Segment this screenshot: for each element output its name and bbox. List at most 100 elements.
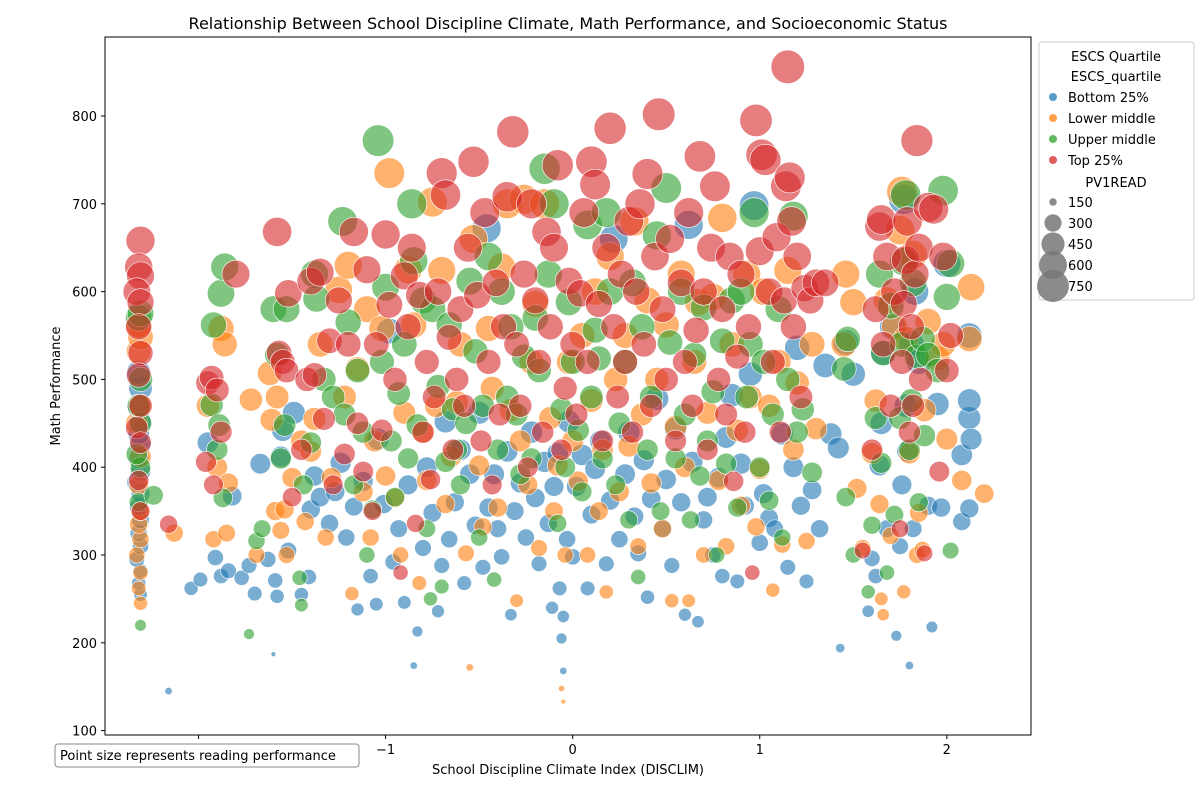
data-point bbox=[337, 528, 356, 547]
data-point bbox=[744, 564, 761, 581]
data-point bbox=[862, 515, 882, 535]
data-point bbox=[262, 216, 293, 247]
data-point bbox=[131, 580, 147, 597]
data-point bbox=[271, 521, 290, 540]
data-point bbox=[768, 420, 792, 444]
data-point bbox=[361, 528, 380, 547]
data-point bbox=[770, 49, 805, 84]
data-point bbox=[631, 158, 664, 190]
data-point bbox=[312, 407, 336, 431]
data-point bbox=[556, 610, 570, 623]
data-point bbox=[200, 311, 227, 339]
data-point bbox=[414, 349, 440, 375]
data-point bbox=[159, 514, 178, 534]
points-layer bbox=[122, 49, 995, 705]
data-point bbox=[779, 559, 796, 576]
data-point bbox=[791, 496, 811, 516]
data-point bbox=[370, 418, 394, 442]
data-point bbox=[672, 349, 698, 375]
legend-size-1: 300 bbox=[1068, 217, 1093, 232]
data-point bbox=[750, 533, 769, 552]
data-point bbox=[559, 666, 568, 675]
data-point bbox=[362, 568, 379, 585]
data-point bbox=[517, 528, 535, 547]
data-point bbox=[526, 349, 552, 375]
data-point bbox=[714, 402, 738, 427]
data-point bbox=[361, 124, 395, 157]
data-point bbox=[959, 498, 980, 519]
data-point bbox=[363, 331, 390, 358]
data-point bbox=[269, 588, 285, 604]
data-point bbox=[233, 569, 250, 586]
data-point bbox=[411, 575, 427, 591]
legend-frame bbox=[1038, 41, 1195, 301]
data-point bbox=[323, 474, 344, 495]
data-point bbox=[457, 544, 475, 562]
data-point bbox=[559, 331, 586, 358]
legend: ESCS Quartile ESCS_quartile Bottom 25% Lowe… bbox=[1037, 41, 1195, 302]
data-point bbox=[640, 589, 655, 605]
data-point bbox=[931, 497, 951, 518]
annotation-frame bbox=[54, 743, 360, 768]
data-point bbox=[333, 443, 356, 465]
data-point bbox=[900, 259, 930, 289]
data-point bbox=[904, 661, 914, 671]
data-point bbox=[957, 388, 982, 413]
data-point bbox=[291, 569, 308, 586]
data-point bbox=[655, 224, 685, 254]
data-point bbox=[933, 283, 961, 311]
data-point bbox=[937, 322, 964, 349]
data-point bbox=[444, 367, 470, 392]
data-point bbox=[909, 492, 929, 513]
legend-size-marker-0 bbox=[1049, 198, 1057, 206]
legend-marker-1 bbox=[1049, 114, 1057, 122]
data-point bbox=[252, 519, 272, 538]
data-point bbox=[889, 349, 915, 375]
legend-entry-3: Top 25% bbox=[1067, 154, 1123, 169]
data-point bbox=[350, 602, 365, 617]
data-point bbox=[890, 290, 918, 318]
data-point bbox=[475, 349, 502, 375]
data-point bbox=[853, 541, 872, 560]
annotation-box: Point size represents reading performanc… bbox=[54, 743, 360, 768]
data-point bbox=[560, 698, 567, 705]
legend-marker-3 bbox=[1049, 156, 1057, 164]
data-point bbox=[375, 465, 397, 487]
y-tick-label: 600 bbox=[72, 286, 97, 301]
data-point bbox=[835, 643, 846, 654]
data-point bbox=[305, 258, 335, 287]
data-point bbox=[352, 461, 374, 483]
data-point bbox=[834, 325, 861, 353]
data-point bbox=[726, 259, 756, 289]
data-point bbox=[651, 501, 671, 521]
data-point bbox=[951, 469, 973, 491]
data-point bbox=[723, 470, 745, 492]
data-point bbox=[773, 528, 792, 547]
y-tick-label: 500 bbox=[72, 373, 97, 388]
data-point bbox=[440, 530, 459, 549]
y-tick-label: 800 bbox=[72, 110, 97, 125]
y-tick-label: 300 bbox=[72, 549, 97, 564]
data-point bbox=[270, 651, 277, 657]
data-point bbox=[579, 580, 596, 597]
data-point bbox=[605, 474, 626, 495]
data-point bbox=[835, 487, 856, 508]
data-point bbox=[928, 461, 950, 483]
data-point bbox=[556, 546, 574, 564]
data-point bbox=[192, 571, 209, 588]
data-point bbox=[622, 277, 651, 306]
data-point bbox=[442, 438, 464, 461]
data-point bbox=[217, 523, 236, 543]
data-point bbox=[375, 291, 403, 319]
data-point bbox=[876, 608, 890, 622]
data-point bbox=[869, 494, 890, 514]
data-point bbox=[493, 548, 511, 566]
data-point bbox=[656, 329, 684, 356]
data-point bbox=[134, 619, 147, 632]
data-point bbox=[270, 447, 292, 470]
data-point bbox=[392, 546, 410, 564]
data-point bbox=[827, 436, 850, 460]
legend-entry-1: Lower middle bbox=[1068, 112, 1155, 127]
data-point bbox=[516, 188, 547, 220]
data-point bbox=[870, 331, 897, 358]
